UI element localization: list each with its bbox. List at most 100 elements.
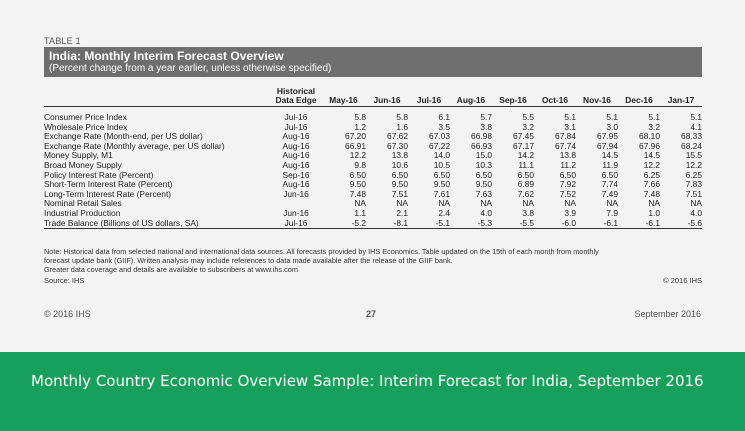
- table-cell: 12.2: [643, 159, 660, 170]
- row-label: Money Supply, M1: [44, 150, 113, 161]
- footer-copyright: © 2016 IHS: [44, 309, 91, 319]
- table-cell: 67.03: [429, 131, 450, 142]
- table-cell: 7.9: [606, 207, 618, 218]
- table-cell: 7.63: [475, 188, 492, 199]
- table-cell: 5.1: [564, 112, 576, 122]
- table-cell: 6.50: [433, 169, 450, 180]
- table-row: Money Supply, M1 Aug-16 12.2 13.8 14.0 15.0 14…: [44, 151, 702, 161]
- row-data-edge: Aug-16: [282, 131, 310, 142]
- table-cell: 5.5: [522, 112, 534, 122]
- table-cell: 11.2: [560, 159, 576, 170]
- row-label: Long-Term Interest Rate (Percent): [44, 188, 172, 199]
- row-label: Industrial Production: [44, 207, 121, 218]
- table-cell: 11.1: [518, 159, 534, 170]
- table-cell: -6.0: [561, 217, 576, 228]
- table-cell: 3.0: [606, 121, 618, 132]
- table-cell: 3.9: [564, 207, 576, 218]
- row-label: Short-Term Interest Rate (Percent): [44, 179, 173, 190]
- month-column-header: Dec-16: [625, 95, 653, 106]
- table-cell: 2.1: [396, 207, 408, 218]
- month-column-header: Aug-16: [456, 95, 486, 106]
- table-cell: 67.94: [597, 140, 618, 151]
- table-cell: NA: [648, 198, 660, 209]
- note-line: Greater data coverage and details are av…: [44, 264, 298, 274]
- historical-header-line2: Data Edge: [275, 95, 317, 106]
- month-column-header: Jul-16: [416, 95, 442, 106]
- table-cell: 67.96: [639, 140, 660, 151]
- table-cell: 5.1: [648, 112, 660, 122]
- table-cell: 6.50: [559, 169, 576, 180]
- table-cell: 11.9: [602, 159, 618, 170]
- month-column-header: Jan-17: [667, 95, 695, 106]
- table-row: Exchange Rate (Monthly average, per US d…: [44, 140, 702, 152]
- table-cell: -5.6: [687, 217, 702, 228]
- row-data-edge: Sep-16: [282, 169, 310, 180]
- table-row: Wholesale Price Index Jul-16 1.2 1.6 3.5 3.8 3…: [44, 121, 702, 133]
- table-cell: -5.5: [519, 217, 534, 228]
- table-cell: 67.74: [555, 140, 576, 151]
- table-cell: 3.1: [564, 121, 576, 132]
- table-cell: 14.5: [643, 150, 660, 161]
- table-cell: 1.6: [396, 121, 408, 132]
- table-cell: 15.0: [475, 150, 492, 161]
- table-cell: 7.48: [349, 188, 366, 199]
- table-row: Broad Money Supply Aug-16 9.8 10.6 10.5 10.3 1…: [44, 159, 702, 171]
- table-cell: 3.8: [480, 121, 492, 132]
- table-cell: 7.48: [643, 188, 660, 199]
- row-label: Nominal Retail Sales: [44, 198, 122, 209]
- table-cell: 67.20: [345, 131, 366, 142]
- table-notes: Note: Historical data from selected nati…: [44, 247, 704, 274]
- table-cell: 10.5: [433, 159, 450, 170]
- table-cell: 1.1: [354, 207, 366, 218]
- table-cell: 2.4: [438, 207, 450, 218]
- table-cell: 4.1: [690, 121, 702, 132]
- table-cell: 9.50: [475, 179, 492, 190]
- note-line: Note: Historical data from selected nati…: [44, 247, 599, 256]
- table-cell: 9.50: [433, 179, 450, 190]
- table-cell: 68.24: [681, 140, 702, 151]
- table-cell: 7.49: [601, 188, 618, 199]
- table-row: Consumer Price Index Jul-16 5.8 5.8 6.1 5.7 5.…: [44, 107, 702, 123]
- table-header-row: Historical Data Edge May-16 Jun-16 Jul-16 A…: [44, 82, 702, 107]
- month-column-header: Sep-16: [499, 95, 527, 106]
- table-cell: 7.74: [601, 179, 618, 190]
- table-cell: 7.83: [685, 179, 702, 190]
- table-cell: 7.61: [433, 188, 450, 199]
- table-cell: 14.0: [433, 150, 450, 161]
- table-cell: -6.1: [645, 217, 660, 228]
- table-cell: 5.1: [606, 112, 618, 122]
- table-cell: 4.0: [480, 207, 492, 218]
- table-cell: 6.50: [517, 169, 534, 180]
- row-data-edge: Jun-16: [283, 188, 309, 199]
- table-title: India: Monthly Interim Forecast Overview: [49, 49, 284, 63]
- table-cell: 68.33: [681, 131, 702, 142]
- table-cell: 66.91: [345, 140, 366, 151]
- row-label: Wholesale Price Index: [44, 121, 128, 132]
- table-cell: 15.5: [685, 150, 702, 161]
- table-cell: NA: [522, 198, 534, 209]
- table-cell: 4.0: [690, 207, 702, 218]
- table-cell: 14.2: [517, 150, 534, 161]
- table-cell: 67.45: [513, 131, 534, 142]
- table-title-bar: India: Monthly Interim Forecast Overview…: [44, 47, 702, 77]
- table-cell: 12.2: [349, 150, 366, 161]
- table-row: Industrial Production Jun-16 1.1 2.1 2.4 4.0 3…: [44, 207, 702, 219]
- table-cell: 7.92: [559, 179, 576, 190]
- row-label: Exchange Rate (Monthly average, per US d…: [44, 140, 225, 151]
- table-cell: 3.5: [438, 121, 450, 132]
- table-cell: 6.25: [685, 169, 702, 180]
- page-number: 27: [366, 309, 377, 319]
- table-cell: 12.2: [685, 159, 702, 170]
- table-cell: NA: [606, 198, 618, 209]
- table-cell: 6.50: [475, 169, 492, 180]
- table-cell: 9.8: [354, 159, 366, 170]
- historical-data-edge-header: Historical Data Edge: [271, 82, 321, 107]
- table-cell: 10.3: [475, 159, 492, 170]
- month-column-header: Nov-16: [583, 95, 611, 106]
- row-data-edge: Aug-16: [282, 140, 310, 151]
- table-source: Source: IHS: [44, 276, 85, 285]
- table-cell: 5.1: [690, 112, 702, 122]
- table-cell: NA: [396, 198, 408, 209]
- table-cell: 5.8: [354, 112, 366, 122]
- table-cell: NA: [438, 198, 450, 209]
